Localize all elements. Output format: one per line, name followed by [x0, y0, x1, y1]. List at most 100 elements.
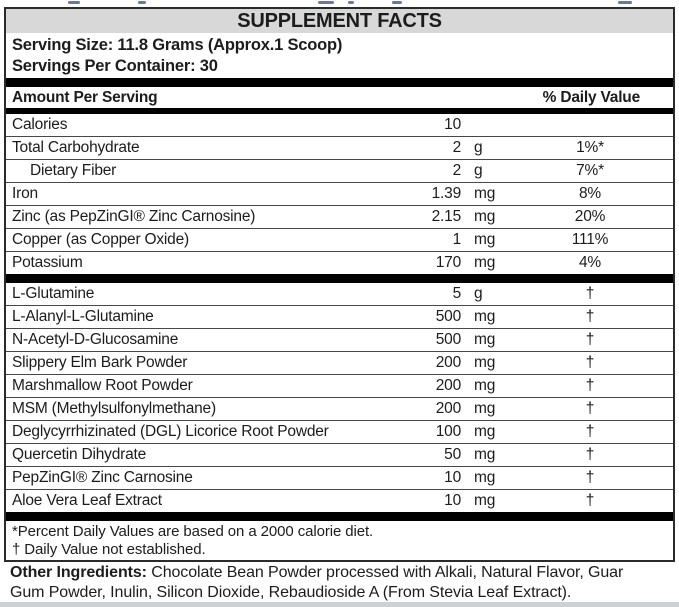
- ingredient-name: N-Acetyl-D-Glucosamine: [12, 331, 179, 348]
- footnote-dv-not-established: † Daily Value not established.: [12, 541, 206, 558]
- ingredient-amount: 2.15: [431, 208, 462, 225]
- table-row: Copper (as Copper Oxide) 1 mg 111%: [6, 228, 673, 251]
- ingredient-unit: mg: [474, 469, 496, 486]
- ingredient-amount: 10: [444, 116, 461, 133]
- ingredient-amount: 5: [452, 285, 462, 302]
- ingredient-name: L-Glutamine: [12, 285, 95, 302]
- ingredient-unit: g: [474, 139, 483, 156]
- section-divider-bar: [6, 78, 673, 87]
- ingredient-unit: g: [474, 162, 483, 179]
- other-ingredients: Other Ingredients: Chocolate Bean Powder…: [10, 563, 646, 602]
- table-row: Zinc (as PepZinGI® Zinc Carnosine) 2.15 …: [6, 205, 673, 228]
- table-row: Deglycyrrhizinated (DGL) Licorice Root P…: [6, 420, 673, 443]
- ingredient-unit: mg: [474, 208, 496, 225]
- ingredient-name: MSM (Methylsulfonylmethane): [12, 400, 216, 417]
- ingredient-daily-value: 4%: [578, 254, 601, 271]
- table-row: Calories 10: [6, 114, 673, 136]
- ingredient-amount: 10: [444, 469, 461, 486]
- serving-info: Serving Size: 11.8 Grams (Approx.1 Scoop…: [6, 33, 673, 78]
- ingredient-daily-value: †: [585, 308, 595, 325]
- nutrient-table-section-1: Calories 10 Total Carbohydrate 2 g 1%* D…: [6, 114, 673, 274]
- ingredient-amount: 2: [452, 139, 462, 156]
- ingredient-amount: 1: [452, 231, 462, 248]
- ingredient-name: Zinc (as PepZinGI® Zinc Carnosine): [12, 208, 256, 225]
- daily-value-header: % Daily Value: [542, 88, 641, 106]
- ingredient-name: Quercetin Dihydrate: [12, 446, 147, 463]
- ingredient-unit: mg: [474, 185, 496, 202]
- ingredient-unit: mg: [474, 308, 496, 325]
- label-title: SUPPLEMENT FACTS: [6, 9, 673, 33]
- ingredient-daily-value: 20%: [574, 208, 606, 225]
- ingredient-daily-value: 1%*: [576, 139, 604, 156]
- ingredient-unit: mg: [474, 492, 496, 509]
- ingredient-name: L-Alanyl-L-Glutamine: [12, 308, 154, 325]
- ingredient-daily-value: 8%: [578, 185, 601, 202]
- ingredient-name: Iron: [12, 185, 38, 202]
- clipped-text-strip: [0, 0, 679, 7]
- ingredient-name: Calories: [12, 116, 68, 133]
- clipped-text-fragment: [138, 1, 146, 4]
- section-divider-bar: [6, 108, 673, 114]
- table-row: Iron 1.39 mg 8%: [6, 182, 673, 205]
- ingredient-amount: 50: [444, 446, 461, 463]
- ingredient-amount: 10: [444, 492, 461, 509]
- ingredient-daily-value: 111%: [571, 231, 609, 248]
- ingredient-unit: mg: [474, 354, 496, 371]
- ingredient-unit: mg: [474, 254, 496, 271]
- footnote-daily-values: *Percent Daily Values are based on a 200…: [12, 523, 374, 540]
- ingredient-name: Aloe Vera Leaf Extract: [12, 492, 162, 509]
- footnotes: *Percent Daily Values are based on a 200…: [6, 521, 673, 560]
- ingredient-name: Dietary Fiber: [30, 162, 117, 179]
- ingredient-unit: mg: [474, 423, 496, 440]
- ingredient-amount: 170: [435, 254, 461, 271]
- ingredient-unit: mg: [474, 331, 496, 348]
- ingredient-name: Deglycyrrhizinated (DGL) Licorice Root P…: [12, 423, 329, 440]
- ingredient-daily-value: †: [585, 377, 595, 394]
- other-ingredients-label: Other Ingredients:: [10, 564, 147, 581]
- serving-size: Serving Size: 11.8 Grams (Approx.1 Scoop…: [12, 36, 343, 54]
- ingredient-unit: mg: [474, 446, 496, 463]
- table-row: Slippery Elm Bark Powder 200 mg †: [6, 351, 673, 374]
- section-divider-bar: [6, 274, 673, 283]
- table-row: PepZinGI® Zinc Carnosine 10 mg †: [6, 466, 673, 489]
- ingredient-daily-value: †: [585, 400, 595, 417]
- table-row: Marshmallow Root Powder 200 mg †: [6, 374, 673, 397]
- ingredient-unit: mg: [474, 377, 496, 394]
- ingredient-unit: mg: [474, 400, 496, 417]
- table-row: N-Acetyl-D-Glucosamine 500 mg †: [6, 328, 673, 351]
- ingredient-amount: 500: [435, 308, 461, 325]
- table-row: MSM (Methylsulfonylmethane) 200 mg †: [6, 397, 673, 420]
- ingredient-name: Marshmallow Root Powder: [12, 377, 193, 394]
- ingredient-name: Slippery Elm Bark Powder: [12, 354, 188, 371]
- clipped-text-fragment: [318, 1, 334, 4]
- ingredient-unit: mg: [474, 231, 496, 248]
- ingredient-name: Potassium: [12, 254, 83, 271]
- table-row: Total Carbohydrate 2 g 1%*: [6, 136, 673, 159]
- section-divider-bar: [6, 512, 673, 521]
- ingredient-amount: 2: [452, 162, 462, 179]
- ingredient-amount: 200: [435, 400, 461, 417]
- table-row: L-Glutamine 5 g †: [6, 283, 673, 305]
- ingredient-daily-value: †: [585, 469, 595, 486]
- ingredient-name: PepZinGI® Zinc Carnosine: [12, 469, 193, 486]
- table-row: Quercetin Dihydrate 50 mg †: [6, 443, 673, 466]
- column-header-row: Amount Per Serving % Daily Value: [6, 87, 673, 108]
- ingredient-daily-value: 7%*: [576, 162, 604, 179]
- ingredient-daily-value: †: [585, 492, 595, 509]
- clipped-text-fragment: [348, 1, 354, 4]
- servings-per-container: Servings Per Container: 30: [12, 57, 218, 75]
- clipped-text-fragment: [392, 1, 402, 4]
- ingredient-name: Copper (as Copper Oxide): [12, 231, 189, 248]
- supplement-facts-label: SUPPLEMENT FACTS Serving Size: 11.8 Gram…: [4, 7, 675, 562]
- photo-edge-strip: [0, 602, 679, 607]
- clipped-text-fragment: [618, 1, 632, 4]
- ingredient-amount: 200: [435, 377, 461, 394]
- clipped-text-fragment: [68, 1, 80, 4]
- ingredient-unit: g: [474, 285, 483, 302]
- table-row: Potassium 170 mg 4%: [6, 251, 673, 274]
- ingredient-amount: 200: [435, 354, 461, 371]
- table-row: L-Alanyl-L-Glutamine 500 mg †: [6, 305, 673, 328]
- ingredient-daily-value: †: [585, 354, 595, 371]
- other-ingredients-text: Chocolate Bean Powder processed with Alk…: [10, 564, 624, 601]
- ingredient-daily-value: †: [585, 446, 595, 463]
